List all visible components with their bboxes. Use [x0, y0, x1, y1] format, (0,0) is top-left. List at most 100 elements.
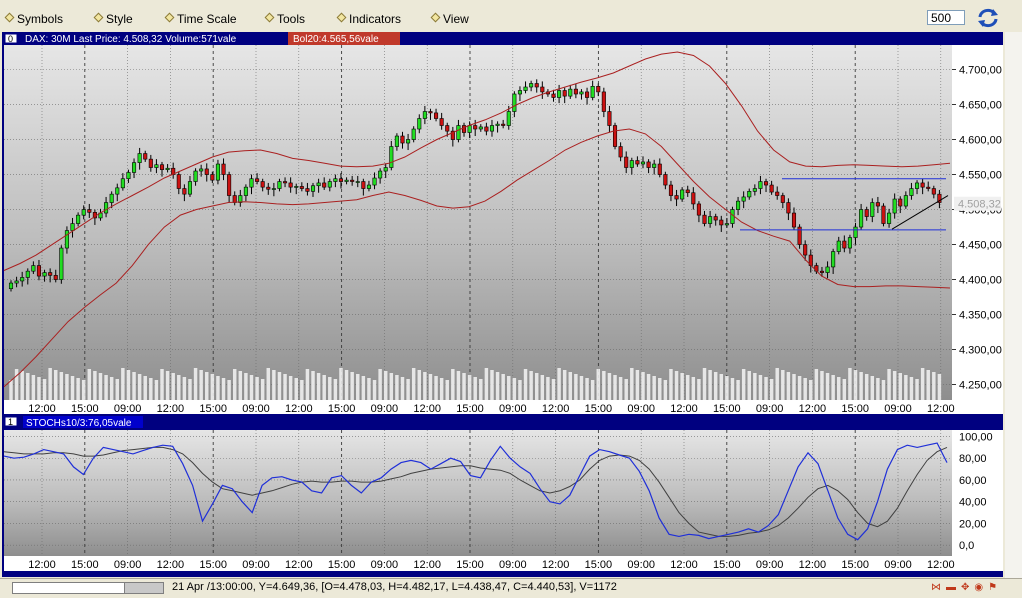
time-tick-label: 12:00	[799, 403, 827, 415]
volume-bar	[596, 369, 600, 400]
candle-down	[87, 209, 92, 213]
volume-bar	[775, 368, 779, 400]
volume-bar	[809, 380, 813, 400]
zoom-in-icon[interactable]: ⋈	[931, 582, 941, 593]
candle-down	[646, 161, 651, 168]
volume-bar	[87, 369, 92, 400]
volume-bar	[702, 368, 707, 400]
volume-bar	[937, 374, 942, 400]
menu-style[interactable]: Style	[93, 12, 133, 26]
volume-bar	[892, 371, 897, 400]
candle-down	[260, 181, 265, 188]
stoch-time-tick-label: 12:00	[285, 559, 313, 571]
candle-up	[915, 182, 920, 189]
menu-bar: Symbols Style Time Scale Tools Indicators Vie…	[0, 8, 1022, 32]
volume-bar	[881, 380, 886, 400]
price-axis	[952, 45, 1003, 400]
candle-up	[892, 198, 897, 214]
menu-indicators[interactable]: Indicators	[336, 12, 401, 26]
candle-up	[640, 161, 646, 165]
candle-up	[859, 209, 864, 228]
indicator-tag-bg[interactable]	[288, 32, 400, 45]
price-plot-area[interactable]	[4, 45, 952, 400]
volume-bar	[210, 374, 215, 400]
candle-up	[238, 195, 243, 203]
trend-line[interactable]	[891, 195, 949, 230]
stoch-time-tick-label: 15:00	[585, 559, 613, 571]
menu-label: Style	[106, 12, 133, 26]
menu-tools[interactable]: Tools	[264, 12, 305, 26]
menu-time-scale[interactable]: Time Scale	[164, 12, 237, 26]
refresh-button[interactable]	[976, 8, 1000, 28]
volume-bar	[383, 371, 388, 400]
vertical-scrollbar[interactable]	[1005, 32, 1022, 578]
candle-down	[159, 164, 165, 170]
candle-down	[931, 188, 936, 195]
candle-up	[680, 189, 685, 200]
stoch-index-box[interactable]	[4, 416, 18, 427]
scroll-thumb[interactable]	[124, 583, 163, 593]
status-readout: 21 Apr /13:00:00, Y=4.649,36, [O=4.478,0…	[172, 581, 617, 593]
stoch-time-tick-label: 12:00	[670, 559, 698, 571]
candle-up	[316, 182, 321, 187]
volume-bar	[439, 378, 444, 400]
volume-bar	[333, 379, 338, 400]
volume-bar	[115, 379, 119, 400]
stoch-index-label: 1	[8, 417, 13, 427]
candle-up	[758, 181, 763, 189]
candle-down	[322, 182, 327, 188]
candle-up	[847, 237, 852, 249]
volume-bar	[121, 368, 125, 400]
flag-icon[interactable]: ⚑	[988, 582, 998, 593]
candle-down	[182, 188, 187, 195]
candle-down	[702, 214, 707, 224]
volume-bar	[42, 379, 47, 400]
volume-bar	[646, 374, 651, 400]
price-tick-label: 4.600,00	[959, 135, 1002, 147]
candle-up	[187, 181, 193, 195]
volume-bar	[490, 370, 494, 400]
candle-up	[529, 83, 534, 88]
volume-bar	[926, 370, 930, 400]
horizontal-scrollbar[interactable]	[12, 582, 164, 594]
menu-diamond-icon	[4, 12, 15, 23]
volume-bar	[372, 380, 377, 400]
candle-down	[691, 192, 696, 205]
bars-count-input[interactable]	[927, 10, 965, 25]
volume-bar	[14, 369, 19, 400]
volume-bar	[227, 380, 231, 400]
panel-index-box[interactable]	[4, 33, 18, 44]
candle-up	[411, 128, 416, 140]
candle-down	[48, 272, 53, 276]
stoch-time-tick-label: 12:00	[799, 559, 827, 571]
candle-up	[104, 202, 109, 214]
volume-bar	[132, 372, 136, 400]
stoch-panel-title: STOCHs10/3:76,05vale	[26, 418, 132, 429]
stoch-plot-area[interactable]	[4, 430, 952, 556]
info-icon[interactable]: ◉	[974, 582, 984, 593]
menu-view[interactable]: View	[430, 12, 469, 26]
candle-down	[769, 184, 774, 193]
candle-up	[64, 230, 69, 249]
chart-canvas[interactable]: 4.700,004.650,004.600,004.550,004.500,00…	[2, 32, 1003, 577]
settings-icon[interactable]: ✥	[961, 582, 970, 593]
zoom-out-icon[interactable]: ▬	[946, 582, 956, 593]
candle-down	[607, 111, 612, 126]
volume-bar	[904, 375, 908, 400]
stoch-time-tick-label: 15:00	[328, 559, 356, 571]
menu-symbols[interactable]: Symbols	[4, 12, 63, 26]
volume-bar	[870, 376, 875, 400]
stoch-time-tick-label: 09:00	[499, 559, 527, 571]
candle-up	[495, 123, 500, 126]
candle-up	[81, 209, 86, 216]
stoch-time-tick-label: 12:00	[542, 559, 570, 571]
volume-bar	[507, 376, 511, 400]
volume-bar	[920, 368, 925, 400]
menu-diamond-icon	[336, 12, 347, 23]
candle-up	[590, 86, 595, 98]
candle-up	[126, 172, 131, 180]
volume-bar	[232, 369, 237, 400]
volume-bar	[260, 379, 265, 400]
menu-diamond-icon	[264, 12, 275, 23]
volume-bar	[244, 373, 248, 400]
